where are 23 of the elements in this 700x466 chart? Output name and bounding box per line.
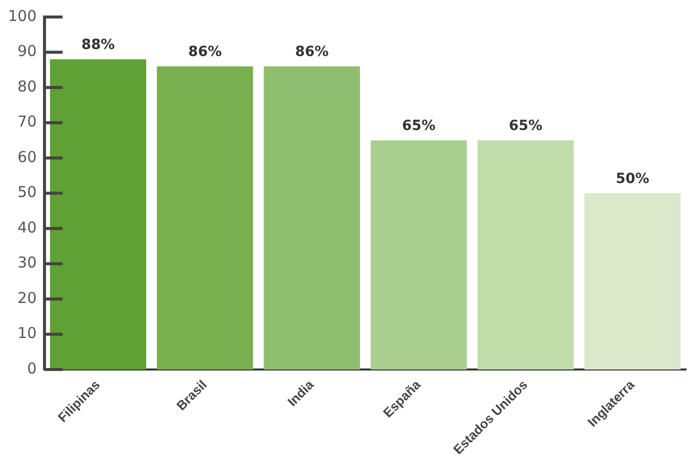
y-tick-label: 70 [18, 112, 37, 131]
y-tick-label: 10 [18, 324, 37, 342]
bar [156, 66, 254, 370]
bar [584, 193, 681, 370]
y-tick-label: 60 [18, 148, 37, 166]
y-tick-label: 90 [18, 42, 37, 60]
data-label: 65% [508, 118, 542, 134]
y-tick-label: 30 [18, 254, 37, 272]
y-tick-label: 100 [8, 6, 37, 25]
y-tick-label: 20 [18, 288, 37, 307]
bar [264, 66, 360, 370]
data-label: 88% [81, 36, 115, 53]
y-tick-label: 40 [18, 218, 37, 236]
y-tick-label: 50 [18, 183, 37, 202]
bar [50, 59, 146, 370]
bar [478, 140, 574, 370]
y-tick-label: 80 [18, 77, 37, 96]
data-label: 86% [295, 44, 329, 60]
y-tick-label: 0 [27, 359, 37, 378]
data-label: 65% [402, 118, 436, 134]
data-label: 50% [616, 170, 650, 187]
data-label: 86% [188, 44, 222, 60]
bar [370, 140, 467, 370]
